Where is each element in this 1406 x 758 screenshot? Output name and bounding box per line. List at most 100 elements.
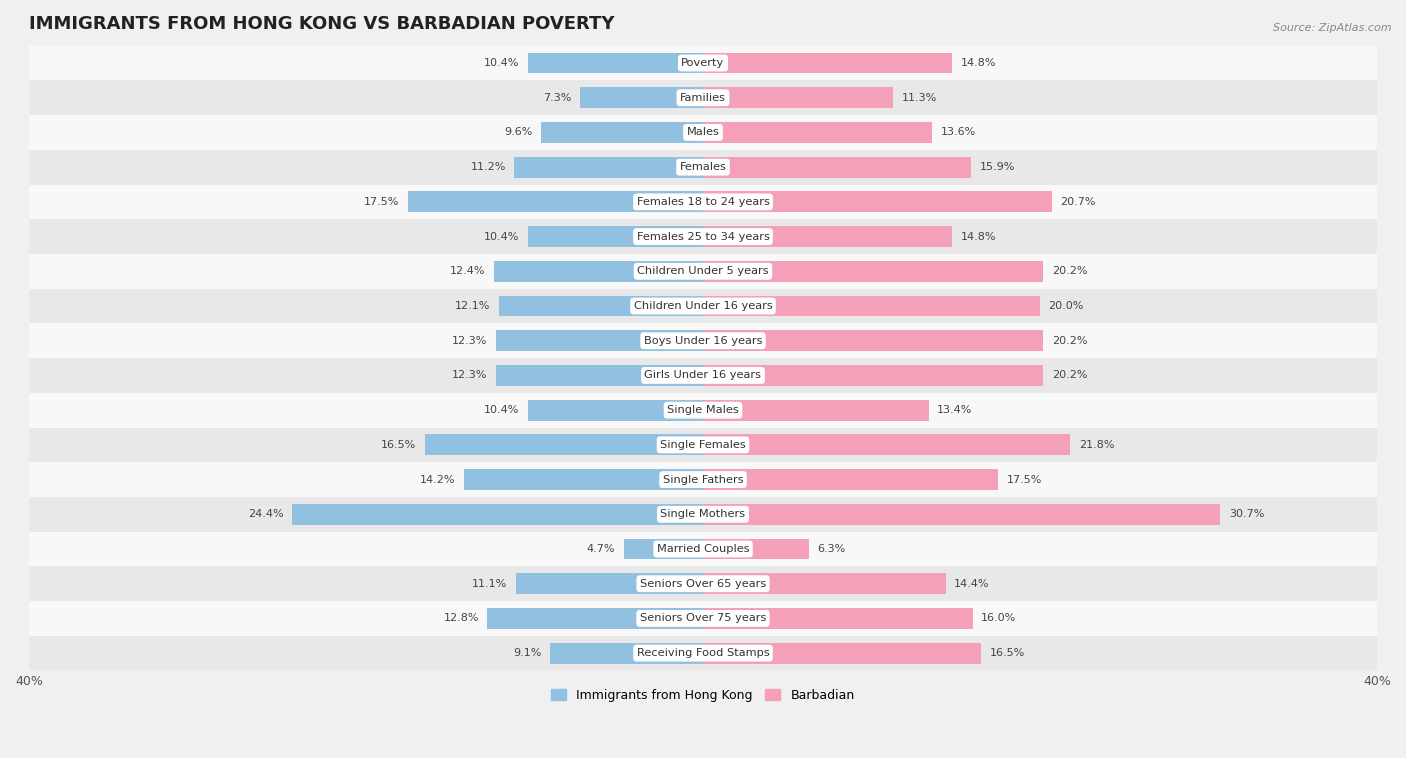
Bar bbox=[703, 261, 1043, 282]
Bar bbox=[527, 399, 703, 421]
Text: 12.3%: 12.3% bbox=[451, 336, 488, 346]
Bar bbox=[703, 539, 810, 559]
Bar bbox=[703, 192, 1052, 212]
Text: 14.4%: 14.4% bbox=[955, 578, 990, 589]
Bar bbox=[30, 462, 1376, 497]
Bar bbox=[550, 643, 703, 663]
Bar bbox=[425, 434, 703, 456]
Text: 9.1%: 9.1% bbox=[513, 648, 541, 658]
Text: 24.4%: 24.4% bbox=[247, 509, 284, 519]
Text: 12.1%: 12.1% bbox=[456, 301, 491, 311]
Bar bbox=[464, 469, 703, 490]
Bar bbox=[515, 157, 703, 177]
Bar bbox=[30, 45, 1376, 80]
Bar bbox=[30, 428, 1376, 462]
Text: 14.2%: 14.2% bbox=[420, 475, 456, 484]
Bar bbox=[30, 219, 1376, 254]
Text: Children Under 5 years: Children Under 5 years bbox=[637, 266, 769, 277]
Text: 10.4%: 10.4% bbox=[484, 405, 519, 415]
Bar bbox=[703, 296, 1040, 316]
Bar bbox=[703, 399, 929, 421]
Text: Boys Under 16 years: Boys Under 16 years bbox=[644, 336, 762, 346]
Bar bbox=[703, 330, 1043, 351]
Bar bbox=[703, 157, 972, 177]
Text: 12.8%: 12.8% bbox=[443, 613, 479, 623]
Text: 17.5%: 17.5% bbox=[1007, 475, 1042, 484]
Text: 10.4%: 10.4% bbox=[484, 232, 519, 242]
Text: 15.9%: 15.9% bbox=[980, 162, 1015, 172]
Text: Females 18 to 24 years: Females 18 to 24 years bbox=[637, 197, 769, 207]
Text: Single Mothers: Single Mothers bbox=[661, 509, 745, 519]
Legend: Immigrants from Hong Kong, Barbadian: Immigrants from Hong Kong, Barbadian bbox=[546, 682, 860, 708]
Text: Girls Under 16 years: Girls Under 16 years bbox=[644, 371, 762, 381]
Text: 10.4%: 10.4% bbox=[484, 58, 519, 68]
Text: Children Under 16 years: Children Under 16 years bbox=[634, 301, 772, 311]
Bar bbox=[703, 52, 952, 74]
Bar bbox=[703, 469, 998, 490]
Text: 20.0%: 20.0% bbox=[1049, 301, 1084, 311]
Text: Single Fathers: Single Fathers bbox=[662, 475, 744, 484]
Text: 4.7%: 4.7% bbox=[586, 544, 616, 554]
Bar bbox=[703, 87, 893, 108]
Bar bbox=[30, 497, 1376, 531]
Bar bbox=[488, 608, 703, 629]
Bar bbox=[516, 573, 703, 594]
Bar bbox=[30, 358, 1376, 393]
Bar bbox=[30, 115, 1376, 150]
Bar bbox=[496, 365, 703, 386]
Text: 30.7%: 30.7% bbox=[1229, 509, 1264, 519]
Text: Single Females: Single Females bbox=[661, 440, 745, 449]
Bar bbox=[30, 636, 1376, 671]
Bar bbox=[541, 122, 703, 143]
Text: 20.2%: 20.2% bbox=[1052, 336, 1087, 346]
Bar bbox=[30, 289, 1376, 324]
Bar bbox=[703, 504, 1220, 525]
Bar bbox=[703, 434, 1070, 456]
Bar bbox=[292, 504, 703, 525]
Text: Seniors Over 75 years: Seniors Over 75 years bbox=[640, 613, 766, 623]
Text: Males: Males bbox=[686, 127, 720, 137]
Text: 11.1%: 11.1% bbox=[472, 578, 508, 589]
Text: Receiving Food Stamps: Receiving Food Stamps bbox=[637, 648, 769, 658]
Text: Females: Females bbox=[679, 162, 727, 172]
Bar bbox=[703, 573, 946, 594]
Bar bbox=[30, 150, 1376, 184]
Bar bbox=[703, 226, 952, 247]
Bar bbox=[408, 192, 703, 212]
Text: Married Couples: Married Couples bbox=[657, 544, 749, 554]
Text: 21.8%: 21.8% bbox=[1078, 440, 1115, 449]
Text: 14.8%: 14.8% bbox=[960, 232, 997, 242]
Text: 11.3%: 11.3% bbox=[901, 92, 936, 103]
Text: Families: Families bbox=[681, 92, 725, 103]
Bar bbox=[581, 87, 703, 108]
Bar bbox=[527, 226, 703, 247]
Bar bbox=[30, 531, 1376, 566]
Text: Poverty: Poverty bbox=[682, 58, 724, 68]
Bar bbox=[496, 330, 703, 351]
Text: 20.2%: 20.2% bbox=[1052, 371, 1087, 381]
Text: 6.3%: 6.3% bbox=[818, 544, 846, 554]
Text: 12.3%: 12.3% bbox=[451, 371, 488, 381]
Text: 20.7%: 20.7% bbox=[1060, 197, 1095, 207]
Bar bbox=[30, 601, 1376, 636]
Text: 20.2%: 20.2% bbox=[1052, 266, 1087, 277]
Bar bbox=[624, 539, 703, 559]
Text: 9.6%: 9.6% bbox=[505, 127, 533, 137]
Text: 16.0%: 16.0% bbox=[981, 613, 1017, 623]
Bar bbox=[30, 566, 1376, 601]
Bar bbox=[30, 324, 1376, 358]
Text: 7.3%: 7.3% bbox=[543, 92, 572, 103]
Bar bbox=[30, 254, 1376, 289]
Bar bbox=[703, 122, 932, 143]
Text: 12.4%: 12.4% bbox=[450, 266, 485, 277]
Text: 16.5%: 16.5% bbox=[381, 440, 416, 449]
Bar bbox=[703, 365, 1043, 386]
Text: 16.5%: 16.5% bbox=[990, 648, 1025, 658]
Text: 11.2%: 11.2% bbox=[471, 162, 506, 172]
Text: IMMIGRANTS FROM HONG KONG VS BARBADIAN POVERTY: IMMIGRANTS FROM HONG KONG VS BARBADIAN P… bbox=[30, 15, 614, 33]
Bar bbox=[30, 393, 1376, 428]
Bar bbox=[30, 184, 1376, 219]
Text: Single Males: Single Males bbox=[666, 405, 740, 415]
Text: 13.4%: 13.4% bbox=[938, 405, 973, 415]
Bar bbox=[703, 608, 973, 629]
